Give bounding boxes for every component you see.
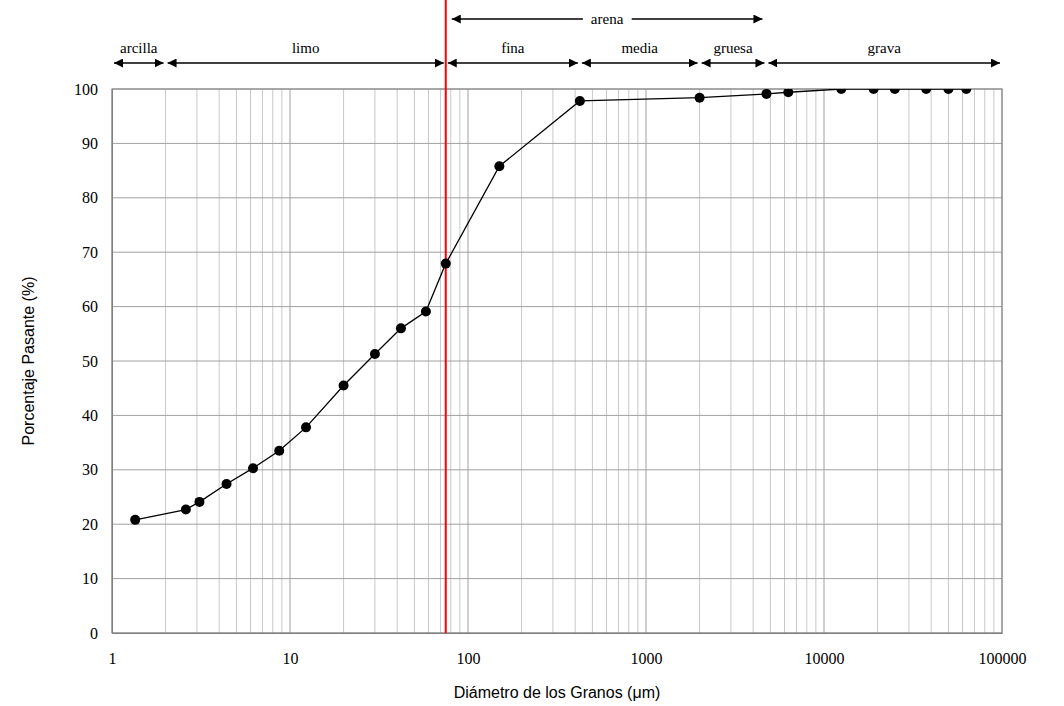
data-point <box>494 161 504 171</box>
y-tick: 80 <box>82 189 112 206</box>
y-tick-label: 90 <box>82 135 98 152</box>
x-tick: 1000 <box>631 633 663 667</box>
y-tick-label: 100 <box>74 81 98 98</box>
x-tick: 10000 <box>805 633 845 667</box>
y-tick-label: 70 <box>82 244 98 261</box>
y-tick-label: 30 <box>82 461 98 478</box>
plot-area: 1 10 100 1000 10000 100000 0 10 20 30 40 50 60 70 80 90… <box>74 81 1027 668</box>
band-arrow <box>768 62 1000 64</box>
y-grid-line <box>112 306 1002 307</box>
y-axis: 0 10 20 30 40 50 60 70 80 90 100 <box>74 81 113 642</box>
reference-line <box>445 89 447 633</box>
data-layer <box>130 89 971 633</box>
y-axis-title: Porcentaje Pasante (%) <box>20 277 37 446</box>
band-label: arcilla <box>120 40 158 56</box>
y-tick: 90 <box>82 135 112 152</box>
x-tick: 100 <box>457 633 481 667</box>
band-arrow <box>702 62 765 64</box>
y-grid-line <box>112 361 1002 362</box>
x-tick-label: 100000 <box>979 650 1027 667</box>
data-point <box>370 349 380 359</box>
y-tick: 50 <box>82 353 112 370</box>
data-line <box>135 89 966 520</box>
x-tick-label: 1 <box>109 650 117 667</box>
y-tick: 10 <box>82 570 112 587</box>
band-label: fina <box>501 40 525 56</box>
y-grid-line <box>112 197 1002 198</box>
band-label: media <box>621 40 658 56</box>
data-point <box>943 89 953 94</box>
data-point <box>761 89 771 99</box>
data-point <box>421 306 431 316</box>
chart: 1 10 100 1000 10000 100000 0 10 20 30 40 50 60 70 80 90… <box>0 0 1064 706</box>
y-tick: 60 <box>82 298 112 315</box>
band-arrow <box>168 62 444 64</box>
x-tick: 100000 <box>979 633 1027 667</box>
data-point <box>961 89 971 94</box>
y-grid-line <box>112 415 1002 416</box>
y-grid-line <box>112 524 1002 525</box>
y-tick: 70 <box>82 244 112 261</box>
plot-frame <box>112 89 1002 633</box>
data-point <box>783 89 793 97</box>
y-tick-label: 50 <box>82 353 98 370</box>
data-point <box>301 422 311 432</box>
y-grid-line <box>112 252 1002 253</box>
x-axis-title: Diámetro de los Granos (μm) <box>454 684 661 701</box>
y-grid-line <box>112 143 1002 144</box>
band-arrow <box>582 62 698 64</box>
band-label: gruesa <box>713 40 752 56</box>
data-point <box>222 479 232 489</box>
soil-bands: arcilla limo fina media gruesa grava arena <box>114 11 1000 63</box>
x-axis-line <box>113 633 1003 634</box>
data-point <box>396 323 406 333</box>
y-grid-line <box>112 578 1002 579</box>
y-tick-label: 20 <box>82 516 98 533</box>
x-tick-label: 1000 <box>631 650 663 667</box>
data-point <box>194 497 204 507</box>
band-label: limo <box>292 40 320 56</box>
data-point <box>890 89 900 94</box>
x-tick-label: 100 <box>457 650 481 667</box>
data-point <box>695 93 705 103</box>
band-arrow <box>114 62 164 64</box>
x-tick-label: 10000 <box>805 650 845 667</box>
x-tick: 10 <box>283 633 299 667</box>
y-tick-label: 40 <box>82 407 98 424</box>
data-point <box>836 89 846 94</box>
y-tick: 30 <box>82 461 112 478</box>
y-tick: 40 <box>82 407 112 424</box>
data-point <box>339 380 349 390</box>
data-point <box>575 96 585 106</box>
band-group-label-bg <box>583 11 632 27</box>
y-tick: 100 <box>74 81 112 98</box>
data-point <box>130 515 140 525</box>
y-tick-label: 80 <box>82 189 98 206</box>
data-point <box>248 463 258 473</box>
reference-line-top <box>445 0 447 89</box>
x-tick: 1 <box>109 633 117 667</box>
data-point <box>181 505 191 515</box>
data-point <box>274 446 284 456</box>
y-grid-line <box>112 469 1002 470</box>
grid <box>112 89 1002 633</box>
band-label: grava <box>868 40 902 56</box>
data-point <box>921 89 931 94</box>
data-point <box>441 259 451 269</box>
x-axis: 1 10 100 1000 10000 100000 <box>109 633 1027 667</box>
y-tick-label: 0 <box>90 625 98 642</box>
y-tick-label: 10 <box>82 570 98 587</box>
data-point <box>869 89 879 94</box>
y-tick: 20 <box>82 516 112 533</box>
band-group-label: arena <box>591 11 624 27</box>
y-tick-label: 60 <box>82 298 98 315</box>
y-axis-line <box>112 90 113 634</box>
x-tick-label: 10 <box>283 650 299 667</box>
y-tick: 0 <box>90 625 112 642</box>
band-arrow <box>448 62 578 64</box>
